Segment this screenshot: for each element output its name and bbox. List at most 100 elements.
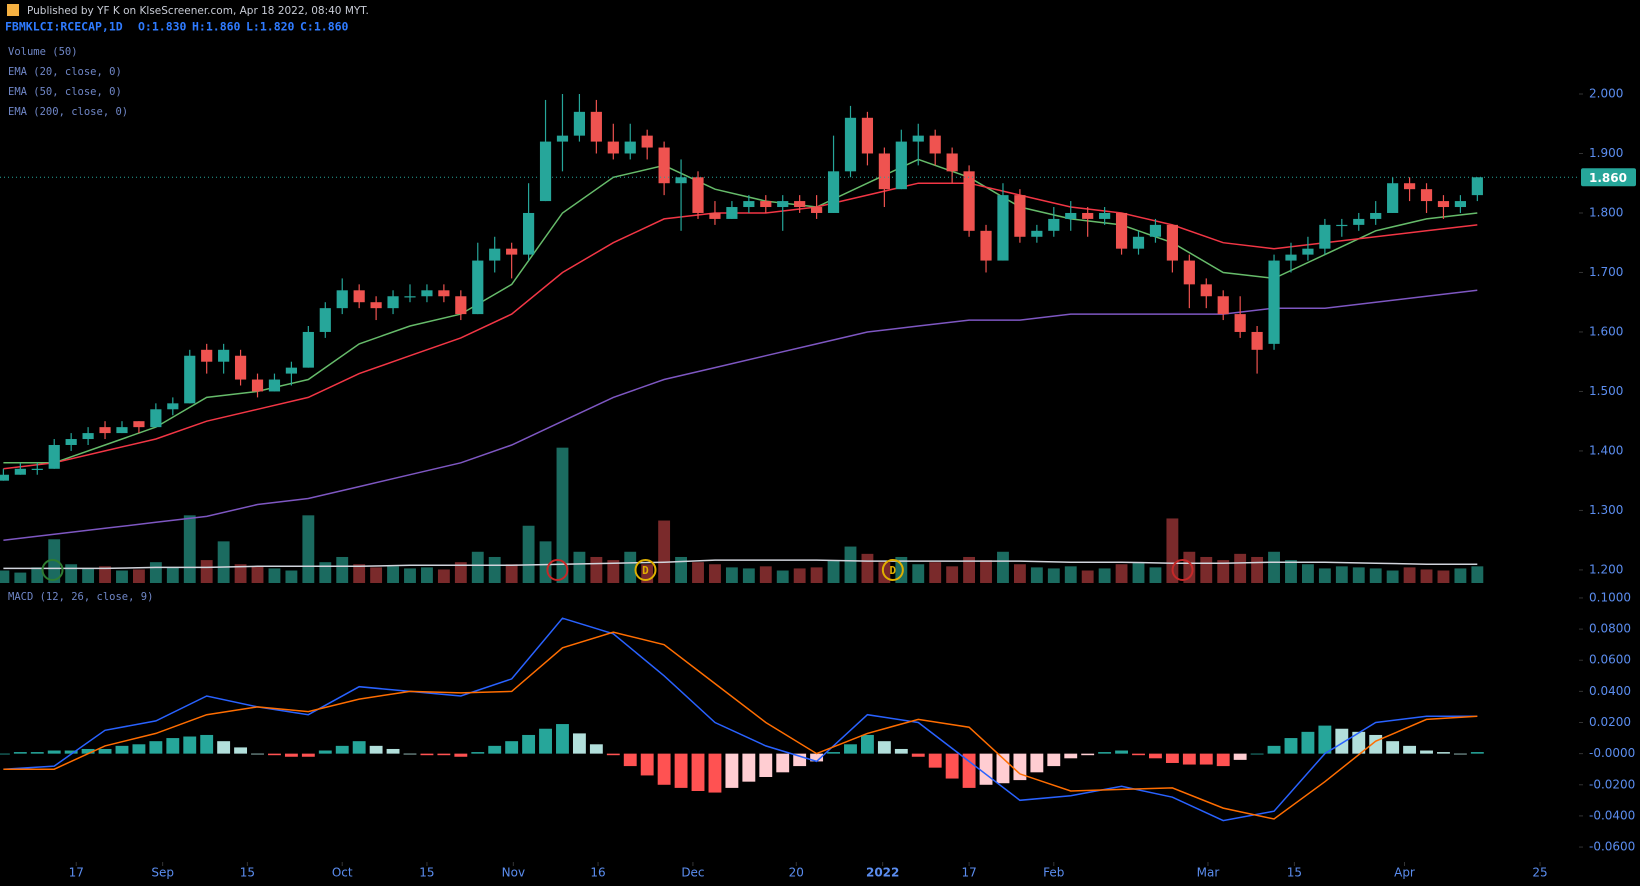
candle-body bbox=[1420, 189, 1433, 202]
ohlc-close: C:1.860 bbox=[300, 20, 349, 34]
volume-bar bbox=[1098, 568, 1111, 583]
signal-marker bbox=[881, 559, 904, 581]
volume-bar bbox=[1301, 564, 1314, 583]
candle-body bbox=[811, 207, 823, 213]
candle-body bbox=[1387, 183, 1399, 213]
histogram-bar bbox=[318, 750, 332, 754]
candle-body bbox=[472, 260, 484, 315]
histogram-bar bbox=[1233, 753, 1247, 760]
y-tick-label: 1.700 bbox=[1589, 265, 1623, 279]
legend-macd: MACD (12, 26, close, 9) bbox=[8, 591, 153, 603]
candle-body bbox=[455, 296, 467, 315]
x-tick-label: Oct bbox=[332, 866, 353, 880]
histogram-bar bbox=[979, 753, 993, 785]
ohlc-open: O:1.830 bbox=[138, 20, 187, 34]
volume-bar bbox=[285, 570, 298, 583]
x-tick-label: 20 bbox=[789, 866, 804, 880]
candle-body bbox=[1082, 212, 1094, 219]
histogram-bar bbox=[200, 734, 214, 754]
volume-bar bbox=[946, 566, 959, 583]
volume-bar bbox=[895, 556, 908, 583]
volume-bar bbox=[421, 567, 433, 583]
histogram-bar bbox=[844, 744, 857, 754]
volume-bar bbox=[234, 564, 247, 583]
histogram-bar bbox=[708, 753, 722, 793]
candle-body bbox=[1149, 224, 1162, 237]
candle-body bbox=[1132, 236, 1145, 249]
candle-body bbox=[65, 439, 77, 445]
histogram-bar bbox=[81, 748, 95, 754]
histogram-bar bbox=[1064, 753, 1078, 759]
volume-bar bbox=[1132, 562, 1145, 583]
histogram-bar bbox=[437, 753, 451, 756]
candle-body bbox=[1099, 212, 1111, 219]
candle-body bbox=[336, 290, 348, 309]
candle-body bbox=[116, 427, 128, 434]
volume-bar bbox=[692, 562, 704, 583]
histogram-bar bbox=[403, 753, 417, 755]
y-tick-label: 2.000 bbox=[1589, 86, 1623, 100]
histogram-bar bbox=[894, 748, 908, 754]
histogram-bar bbox=[64, 750, 78, 754]
y-tick-label: 0.0600 bbox=[1589, 653, 1631, 667]
histogram-bar bbox=[1250, 753, 1264, 755]
volume-bar bbox=[759, 566, 772, 583]
volume-bar bbox=[793, 568, 806, 583]
candle-body bbox=[1285, 254, 1297, 261]
volume-bar bbox=[1013, 564, 1026, 583]
candle-body bbox=[14, 468, 26, 475]
legend-volume: Volume (50) bbox=[8, 46, 78, 58]
candle-body bbox=[658, 147, 670, 184]
candle-body bbox=[370, 302, 382, 309]
volume-bar bbox=[65, 564, 78, 583]
y-tick-label: 1.800 bbox=[1589, 205, 1623, 219]
histogram-bar bbox=[776, 753, 790, 773]
candle-body bbox=[607, 141, 619, 154]
y-tick-label: 0.0400 bbox=[1589, 684, 1631, 698]
candle-body bbox=[1200, 284, 1212, 297]
x-tick-label: 17 bbox=[961, 866, 976, 880]
histogram-bar bbox=[742, 753, 756, 782]
volume-bar bbox=[251, 566, 264, 583]
histogram-bar bbox=[1047, 753, 1061, 767]
candle-body bbox=[675, 177, 687, 184]
histogram-bar bbox=[488, 745, 502, 754]
candle-body bbox=[929, 135, 941, 154]
candle-body bbox=[1268, 260, 1280, 344]
x-tick-label: 2022 bbox=[866, 866, 899, 880]
candle-body bbox=[387, 296, 399, 309]
candle-body bbox=[1048, 218, 1060, 231]
candle-body bbox=[556, 135, 569, 142]
volume-bar bbox=[556, 447, 569, 583]
candle-body bbox=[590, 111, 602, 142]
histogram-bar bbox=[0, 753, 10, 755]
ema-line bbox=[3, 182, 1478, 470]
ohlc-low: L:1.820 bbox=[246, 20, 295, 34]
volume-bar bbox=[1437, 570, 1450, 583]
histogram-bar bbox=[674, 753, 688, 788]
candle-body bbox=[1370, 212, 1382, 219]
candle-body bbox=[895, 141, 907, 190]
y-tick-label: -0.0400 bbox=[1589, 808, 1635, 822]
histogram-bar bbox=[1301, 731, 1315, 754]
volume-bar bbox=[980, 560, 992, 583]
histogram-bar bbox=[945, 753, 959, 779]
volume-ma-line bbox=[3, 559, 1478, 570]
x-tick-label: Apr bbox=[1394, 866, 1415, 880]
volume-bar bbox=[522, 525, 535, 583]
volume-bar bbox=[1268, 551, 1280, 583]
histogram-bar bbox=[1284, 738, 1298, 754]
volume-bar bbox=[827, 560, 840, 583]
histogram-bar bbox=[556, 724, 569, 754]
candle-body bbox=[1166, 224, 1178, 261]
candle-body bbox=[285, 367, 297, 374]
histogram-bar bbox=[1403, 745, 1417, 754]
y-tick-label: 0.0200 bbox=[1589, 715, 1631, 729]
histogram-bar bbox=[759, 753, 773, 777]
candle-body bbox=[794, 201, 806, 208]
candle-body bbox=[48, 444, 60, 469]
volume-bar bbox=[14, 572, 27, 583]
signal-label: D bbox=[890, 564, 897, 577]
histogram-bar bbox=[1453, 753, 1467, 755]
volume-bar bbox=[1420, 569, 1433, 583]
